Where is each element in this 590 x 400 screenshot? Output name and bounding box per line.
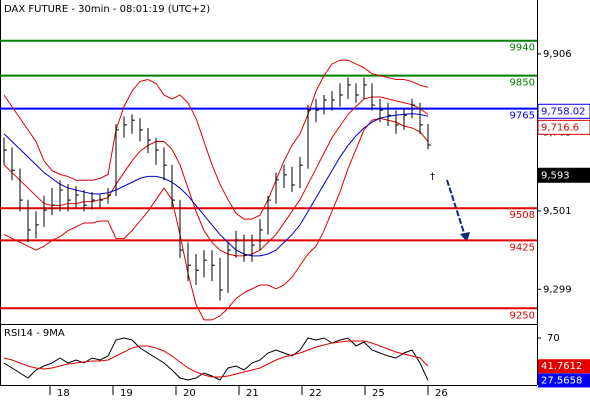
x-tick-label: 26 xyxy=(435,388,448,399)
indicator-line xyxy=(3,96,429,257)
indicator-line xyxy=(3,113,429,257)
indicator-line xyxy=(3,59,429,220)
rsi-marker-box xyxy=(538,373,590,388)
rsi-line xyxy=(3,340,429,378)
x-tick-label: 19 xyxy=(120,388,133,399)
rsi-line xyxy=(3,337,429,381)
price-marker-box xyxy=(537,103,590,119)
price-marker-label: 9,758.02 xyxy=(541,106,586,117)
x-tick-label: 18 xyxy=(57,388,70,399)
x-tick-label: 25 xyxy=(372,388,385,399)
y-tick-label: 9,906 xyxy=(543,49,572,60)
annotation: † xyxy=(430,171,435,182)
level-label: 9940 xyxy=(510,43,535,54)
y-tick-label: 9,501 xyxy=(543,206,572,217)
chart-title: DAX FUTURE - 30min - 08:01:19 (UTC+2) xyxy=(4,4,210,15)
rsi-marker-label: 27.5658 xyxy=(541,375,582,386)
price-marker-label: 9,716.6 xyxy=(541,122,579,133)
level-label: 9850 xyxy=(510,78,535,89)
rsi-marker-label: 41.7612 xyxy=(541,361,582,372)
x-tick-label: 21 xyxy=(246,388,259,399)
x-tick-label: 22 xyxy=(309,388,322,399)
price-marker-label: 9,593 xyxy=(541,170,570,181)
rsi-marker-box xyxy=(538,359,590,374)
y-tick-label: 9,299 xyxy=(543,284,572,295)
indicator-line xyxy=(3,117,429,321)
level-label: 9425 xyxy=(510,242,535,253)
price-marker-box xyxy=(537,167,590,183)
level-label: 9250 xyxy=(510,310,535,321)
rsi-title: RSI14 - 9MA xyxy=(4,328,65,339)
level-label: 9765 xyxy=(510,111,535,122)
rsi-y-tick-label: 70 xyxy=(547,333,560,344)
price-marker-box xyxy=(537,119,590,135)
level-label: 9508 xyxy=(510,210,535,221)
x-tick-label: 20 xyxy=(183,388,196,399)
